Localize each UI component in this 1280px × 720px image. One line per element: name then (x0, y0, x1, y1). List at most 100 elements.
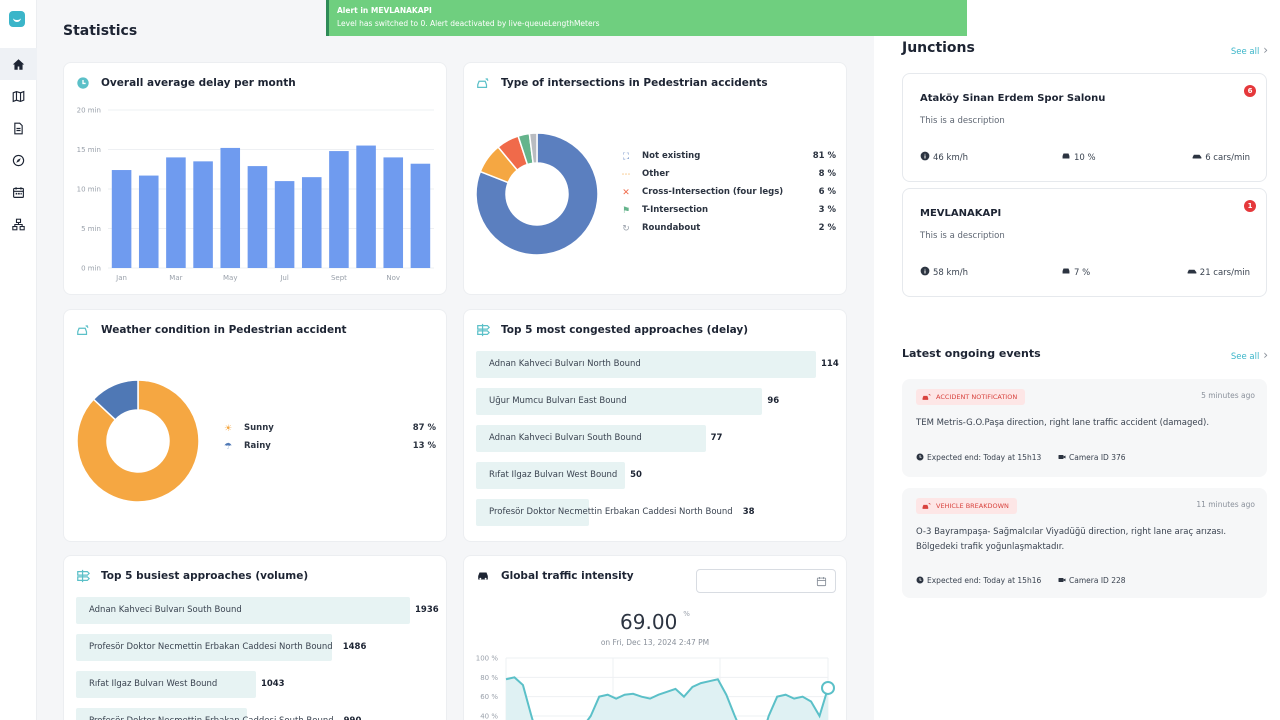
car-crash-icon (77, 325, 89, 335)
legend-item[interactable]: ⋯ Other 8 % (621, 169, 837, 183)
legend-label: T-Intersection (642, 205, 709, 215)
legend-item[interactable]: ⚑ T-Intersection 3 % (621, 205, 836, 219)
approach-row[interactable]: Adnan Kahveci Bulvarı North Bound 114 (476, 351, 839, 378)
x-tick-label: Mar (169, 274, 182, 282)
junctions-see-all-link[interactable]: See all (1231, 43, 1268, 57)
sidebar-item-network[interactable] (0, 208, 37, 240)
sitemap-icon (12, 218, 25, 230)
intersections-legend: ⛶ Not existing 81 % ⋯ Other 8 % ✕ Cross-Interse… (621, 151, 837, 241)
intensity-timestamp: on Fri, Dec 13, 2024 2:47 PM (600, 638, 710, 647)
sidebar-item-reports[interactable] (0, 112, 37, 144)
approach-value: 1043 (260, 679, 285, 689)
junction-flow: 21 cars/min (1187, 266, 1250, 278)
busiest-card: Top 5 busiest approaches (volume) Adnan … (63, 555, 447, 720)
bar[interactable] (410, 163, 431, 268)
document-icon (14, 122, 23, 134)
toast-title: Alert in MEVLANAKAPI (337, 6, 432, 15)
donut-slice[interactable] (92, 379, 139, 421)
bar[interactable] (383, 157, 404, 268)
events-see-all-link[interactable]: See all (1231, 348, 1268, 362)
junction-share-value: 10 % (1074, 153, 1096, 163)
app-logo[interactable] (9, 11, 25, 27)
bar[interactable] (247, 166, 268, 268)
bar[interactable] (220, 147, 241, 268)
donut-slice[interactable] (76, 379, 200, 503)
sidebar-item-map[interactable] (0, 80, 37, 112)
legend-item[interactable]: ✕ Cross-Intersection (four legs) 6 % (621, 187, 836, 201)
approach-value: 1936 (415, 605, 439, 615)
clock-icon (916, 576, 924, 584)
car-side-icon (1187, 269, 1197, 274)
legend-item[interactable]: ↻ Roundabout 2 % (621, 223, 836, 237)
event-card[interactable]: VEHICLE BREAKDOWN 11 minutes ago O-3 Bay… (902, 488, 1267, 598)
approach-row[interactable]: Adnan Kahveci Bulvarı South Bound 1936 (76, 597, 439, 624)
bar[interactable] (274, 181, 295, 268)
approach-name: Profesör Doktor Necmettin Erbakan Caddes… (89, 716, 334, 720)
approach-row[interactable]: Profesör Doktor Necmettin Erbakan Caddes… (476, 499, 836, 526)
bar[interactable] (166, 157, 186, 268)
congested-bar-chart: Adnan Kahveci Bulvarı North Bound 114 Uğur… (476, 351, 839, 531)
data-point[interactable] (821, 680, 835, 695)
intensity-unit: % (683, 610, 690, 618)
approach-row[interactable]: Rıfat Ilgaz Bulvarı West Bound 50 (476, 462, 836, 489)
approach-name: Rıfat Ilgaz Bulvarı West Bound (89, 679, 218, 689)
sidebar-item-explore[interactable] (0, 144, 37, 176)
legend-item[interactable]: ⛶ Not existing 81 % (621, 151, 836, 165)
donut-slice[interactable] (475, 132, 599, 256)
event-description: TEM Metris-G.O.Paşa direction, right lan… (916, 418, 1210, 428)
event-camera: Camera ID 376 (1058, 453, 1126, 462)
car-crash-icon (477, 78, 489, 88)
legend-label: Rainy (244, 441, 271, 451)
bar[interactable] (301, 177, 322, 268)
calendar-icon (13, 186, 24, 198)
approach-row[interactable]: Uğur Mumcu Bulvarı East Bound 96 (476, 388, 836, 415)
y-tick-label: 80 % (480, 674, 498, 682)
junction-description: This is a description (920, 231, 1005, 241)
legend-item[interactable]: ☂ Rainy 13 % (223, 441, 436, 455)
bar[interactable] (138, 175, 159, 268)
junction-name: Ataköy Sinan Erdem Spor Salonu (920, 93, 1106, 104)
junctions-title: Junctions (902, 40, 975, 56)
page-title: Statistics (63, 23, 138, 39)
bar (476, 499, 590, 526)
intersections-card-title: Type of intersections in Pedestrian acci… (501, 77, 768, 89)
alert-count-badge: 6 (1244, 85, 1256, 97)
bar[interactable] (111, 170, 132, 268)
approach-row[interactable]: Adnan Kahveci Bulvarı South Bound 77 (476, 425, 836, 452)
junction-flow-value: 6 cars/min (1205, 153, 1250, 163)
approach-row[interactable]: Profesör Doktor Necmettin Erbakan Caddes… (76, 634, 436, 661)
bar[interactable] (356, 145, 376, 268)
bar[interactable] (329, 151, 349, 268)
legend-item[interactable]: ☀ Sunny 87 % (223, 423, 436, 437)
approach-value: 38 (742, 507, 755, 517)
approach-name: Uğur Mumcu Bulvarı East Bound (489, 396, 627, 406)
junction-card[interactable]: Ataköy Sinan Erdem Spor Salonu This is a… (902, 73, 1267, 182)
car-side-icon (1192, 154, 1202, 159)
junction-speed-value: 58 km/h (933, 268, 968, 278)
junction-speed: 46 km/h (920, 151, 968, 163)
bar[interactable] (193, 161, 213, 268)
y-tick-label: 15 min (77, 146, 101, 154)
legend-label: Not existing (642, 151, 701, 161)
rain-cloud-icon: ☂ (223, 442, 233, 452)
toast-message: Level has switched to 0. Alert deactivat… (337, 19, 600, 28)
expand-icon: ⛶ (622, 152, 630, 162)
event-card[interactable]: ACCIDENT NOTIFICATION 5 minutes ago TEM … (902, 379, 1267, 477)
approach-row[interactable]: Profesör Doktor Necmettin Erbakan Caddes… (76, 708, 436, 720)
clock-icon (77, 77, 89, 89)
junction-name: MEVLANAKAPI (920, 208, 1002, 219)
busiest-card-title: Top 5 busiest approaches (volume) (101, 570, 309, 582)
bar (476, 388, 763, 415)
sidebar-item-home[interactable] (0, 48, 37, 80)
x-tick-label: Jul (279, 274, 289, 282)
junction-card[interactable]: MEVLANAKAPI This is a description 1 58 k… (902, 188, 1267, 297)
car-crash-icon (922, 393, 931, 400)
approach-row[interactable]: Rıfat Ilgaz Bulvarı West Bound 1043 (76, 671, 436, 698)
car-icon (1062, 153, 1070, 159)
donut-slice[interactable] (528, 132, 538, 165)
event-expected-end: Expected end: Today at 15h13 (916, 453, 1041, 462)
weather-card: Weather condition in Pedestrian accident… (63, 309, 447, 542)
alert-toast[interactable]: Alert in MEVLANAKAPI Level has switched … (326, 0, 967, 36)
date-picker-input[interactable] (696, 569, 836, 593)
sidebar-item-calendar[interactable] (0, 176, 37, 208)
